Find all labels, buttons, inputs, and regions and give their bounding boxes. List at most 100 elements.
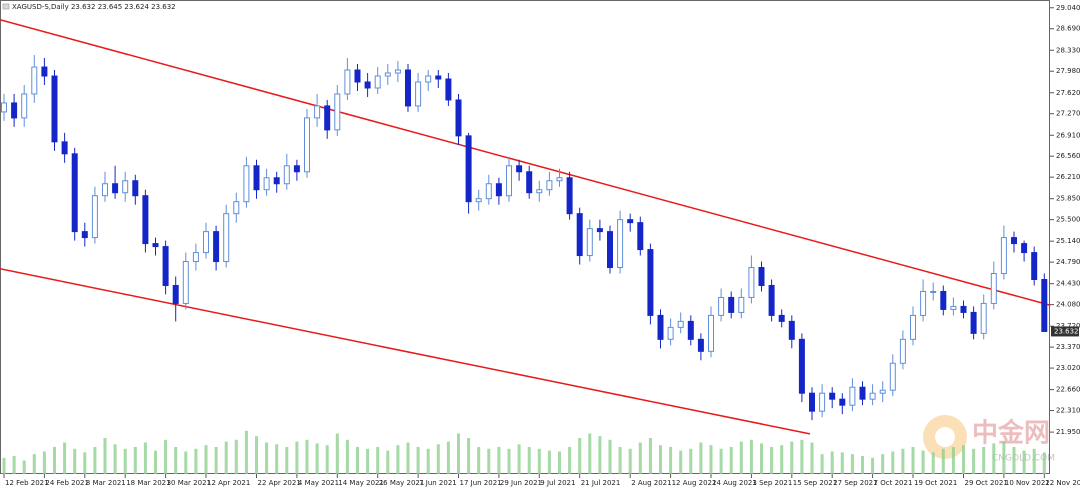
x-tick-label: 22 Apr 2021: [258, 479, 301, 487]
chart-title: XAGUSD-S,Daily 23.632 23.645 23.624 23.6…: [12, 3, 176, 11]
volume-bar: [244, 430, 248, 474]
x-tick-label: 4 May 2021: [298, 479, 339, 487]
candle-body: [445, 78, 452, 101]
candle-body: [425, 75, 432, 83]
candle-body: [950, 305, 957, 310]
y-tick-label: 22.660: [1056, 386, 1080, 394]
volume-bar: [598, 436, 602, 474]
volume-bar: [588, 433, 592, 474]
candle-body: [667, 326, 674, 340]
volume-bar: [295, 441, 299, 474]
volume-bar: [133, 447, 137, 474]
candle-body: [405, 69, 411, 107]
candle-body: [435, 75, 442, 80]
candle-body: [708, 314, 714, 352]
candle-body: [293, 165, 300, 173]
y-tick-label: 27.270: [1056, 110, 1080, 118]
candle-body: [586, 228, 593, 257]
volume-bar: [749, 439, 753, 474]
candle-body: [920, 290, 927, 316]
volume-bar: [578, 438, 582, 474]
candle-body: [213, 231, 220, 263]
y-tick-label: 29.040: [1056, 4, 1080, 12]
volume-bar: [325, 445, 329, 474]
volume-bar: [972, 448, 976, 474]
candle-body: [748, 267, 755, 298]
x-tick-label: 12 Feb 2021: [5, 479, 49, 487]
candle-body: [91, 195, 98, 239]
y-tick-label: 25.140: [1056, 237, 1080, 245]
volume-bar: [679, 450, 683, 474]
volume-bar: [638, 442, 642, 474]
y-tick-label: 23.720: [1056, 322, 1080, 330]
volume-bar: [487, 448, 491, 474]
candle-body: [152, 243, 159, 248]
candle-body: [728, 296, 735, 313]
x-tick-label: 7 Oct 2021: [874, 479, 913, 487]
volume-bar: [739, 441, 743, 474]
candle-body: [940, 290, 947, 310]
volume-bar: [154, 450, 157, 474]
volume-bar: [780, 445, 784, 474]
candle-body: [627, 219, 634, 224]
volume-bar: [103, 438, 107, 474]
y-tick-label: 22.310: [1056, 407, 1080, 415]
candle-body: [829, 392, 836, 400]
volume-bar: [315, 443, 319, 474]
candle-body: [718, 296, 725, 316]
candle-body: [1031, 252, 1038, 280]
candle-body: [879, 389, 886, 394]
y-tick-label: 23.370: [1056, 343, 1080, 351]
last-price-box: [1051, 326, 1079, 337]
candle-body: [526, 171, 533, 194]
volume-bar: [1042, 452, 1046, 474]
volume-bar: [820, 454, 824, 474]
volume-bar: [53, 447, 56, 474]
volume-bar: [436, 444, 440, 474]
candle-body: [203, 231, 209, 254]
volume-bar: [83, 452, 87, 474]
volume-bar: [426, 448, 430, 474]
y-tick-label: 21.950: [1056, 428, 1080, 436]
y-tick-label: 24.430: [1056, 280, 1080, 288]
candle-body: [132, 180, 139, 197]
candle-body: [697, 338, 704, 352]
watermark-logo-inner: [935, 427, 955, 447]
x-tick-label: 29 Oct 2021: [965, 479, 1008, 487]
y-tick-label: 25.500: [1056, 216, 1080, 224]
volume-bar: [527, 447, 531, 474]
volume-bar: [881, 454, 885, 474]
candle-body: [980, 302, 987, 334]
volume-bar: [1032, 448, 1036, 474]
volume-bar: [467, 438, 471, 474]
candle-body: [162, 246, 169, 286]
volume-bar: [396, 445, 400, 474]
y-tick-label: 25.850: [1056, 195, 1080, 203]
volume-bar: [659, 445, 662, 474]
candle-body: [233, 201, 240, 215]
candle-body: [556, 177, 563, 182]
candle-body: [566, 177, 573, 215]
x-tick-label: 22 Nov 2021: [1045, 479, 1080, 487]
candle-body: [930, 290, 937, 293]
candle-body: [869, 392, 876, 400]
candle-body: [41, 66, 48, 77]
volume-bar: [416, 447, 420, 474]
x-tick-label: 29 Jun 2021: [500, 479, 542, 487]
volume-bar: [73, 448, 77, 474]
volume-bar: [790, 441, 794, 474]
candle-body: [465, 135, 472, 203]
volume-bar: [911, 447, 915, 474]
candle-body: [657, 314, 664, 340]
candle-body: [21, 93, 28, 119]
volume-bar: [840, 452, 844, 474]
x-tick-label: 26 May 2021: [379, 479, 425, 487]
x-tick-label: 30 Mar 2021: [167, 479, 211, 487]
candle-body: [122, 180, 129, 194]
candle-body: [273, 177, 280, 185]
x-tick-label: 18 Mar 2021: [126, 479, 170, 487]
x-tick-label: 19 Oct 2021: [914, 479, 957, 487]
candle-body: [11, 102, 18, 119]
volume-bar: [366, 448, 370, 474]
